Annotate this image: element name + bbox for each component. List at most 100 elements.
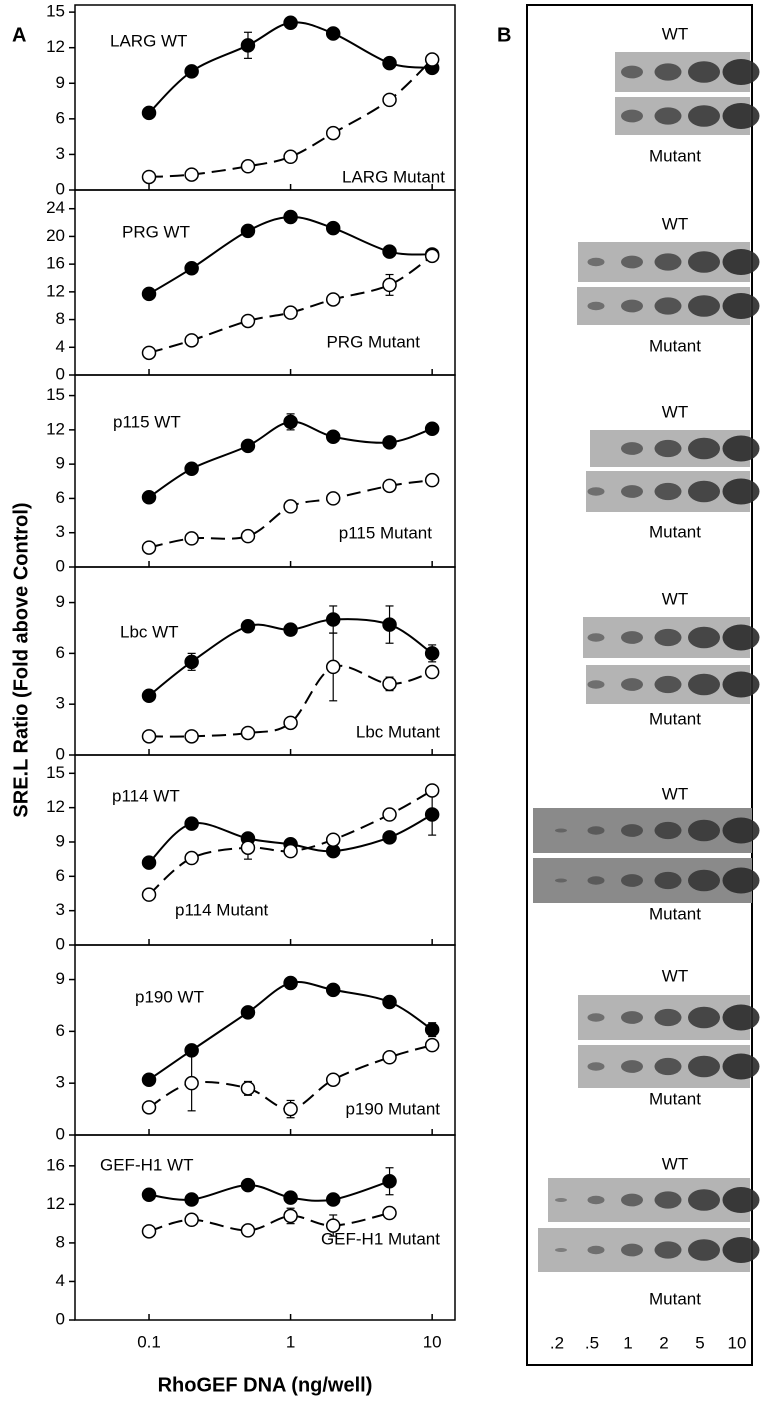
- data-point: [382, 617, 397, 632]
- series-label: Lbc Mutant: [356, 722, 440, 741]
- series-label: GEF-H1 Mutant: [321, 1229, 440, 1248]
- blot-label: WT: [662, 214, 688, 233]
- series-label: Lbc WT: [120, 622, 179, 641]
- series-label: p190 Mutant: [345, 1099, 440, 1118]
- blot-band: [654, 1057, 682, 1076]
- data-point: [424, 807, 440, 822]
- blot-band: [722, 671, 760, 698]
- blot-band: [654, 1241, 682, 1259]
- blot-band: [587, 301, 605, 311]
- series-label: GEF-H1 WT: [100, 1155, 194, 1174]
- data-point: [424, 1037, 440, 1053]
- data-point: [325, 125, 341, 141]
- data-point: [382, 92, 397, 108]
- blot-label: Mutant: [649, 1289, 701, 1308]
- blot-band: [688, 626, 720, 649]
- y-tick-label: 9: [56, 969, 65, 988]
- x-tick-label: 0.1: [137, 1332, 161, 1351]
- blot-band: [722, 103, 760, 129]
- data-point: [240, 619, 256, 634]
- blot-band: [688, 869, 720, 892]
- data-point: [424, 52, 440, 67]
- blot-band: [722, 1004, 760, 1031]
- plot-frame: [74, 1134, 456, 1321]
- blot-band: [654, 628, 682, 647]
- y-tick-label: 0: [56, 364, 65, 383]
- blot-band: [688, 819, 720, 842]
- data-point: [325, 26, 341, 41]
- data-point: [382, 1050, 397, 1065]
- y-tick-label: 0: [56, 179, 65, 198]
- y-tick-label: 20: [46, 226, 65, 245]
- x-axis-label: RhoGEF DNA (ng/well): [158, 1374, 373, 1396]
- data-point: [283, 209, 298, 225]
- series-label: p114 Mutant: [175, 900, 269, 919]
- blot-band: [688, 1189, 720, 1211]
- data-point: [141, 1100, 157, 1115]
- blot-band: [587, 826, 605, 835]
- blot-band: [587, 633, 605, 642]
- blot-band: [621, 1243, 643, 1257]
- blot-band: [621, 678, 643, 691]
- blot-band: [621, 824, 643, 837]
- blot-band: [654, 675, 682, 694]
- y-tick-label: 9: [56, 592, 65, 611]
- data-point: [184, 729, 199, 744]
- blot-band: [654, 439, 682, 458]
- y-tick-label: 8: [56, 1232, 65, 1251]
- data-point: [382, 807, 397, 822]
- y-tick-label: 3: [56, 1073, 65, 1092]
- y-tick-label: 0: [56, 1124, 65, 1143]
- blot-band: [722, 624, 760, 651]
- y-tick-label: 0: [56, 556, 65, 575]
- y-tick-label: 15: [46, 2, 65, 21]
- blot-band: [555, 828, 567, 833]
- blot-band: [621, 255, 643, 269]
- blot-band: [654, 871, 682, 890]
- data-point: [240, 38, 256, 53]
- blot-band: [722, 249, 760, 275]
- data-point: [283, 622, 298, 637]
- blot-band: [688, 1239, 720, 1261]
- data-point: [382, 277, 397, 293]
- y-axis-label: SRE.L Ratio (Fold above Control): [10, 502, 32, 817]
- y-tick-label: 9: [56, 831, 65, 850]
- series-label: LARG Mutant: [342, 167, 445, 186]
- data-point: [240, 528, 256, 544]
- data-point: [325, 491, 341, 506]
- data-point: [184, 1075, 199, 1091]
- blot-band: [688, 105, 720, 127]
- blot-band: [587, 1062, 605, 1071]
- y-tick-label: 12: [46, 1194, 65, 1213]
- lane-label: 5: [695, 1333, 704, 1352]
- blot-band: [722, 293, 760, 319]
- blot-band: [587, 1195, 605, 1205]
- data-point: [283, 975, 298, 991]
- data-point: [240, 725, 256, 741]
- blot-label: WT: [662, 589, 688, 608]
- blot-band: [621, 1193, 643, 1207]
- blot-label: WT: [662, 402, 688, 421]
- blot-band: [654, 107, 682, 125]
- data-point: [424, 421, 440, 436]
- series-label: p115 WT: [113, 412, 181, 431]
- lane-label: .2: [550, 1333, 564, 1352]
- data-point: [325, 832, 341, 847]
- data-point: [141, 540, 157, 555]
- blot-band: [621, 1011, 643, 1024]
- data-point: [382, 830, 397, 845]
- blot-band: [722, 478, 760, 505]
- data-point: [184, 654, 199, 670]
- y-tick-label: 12: [46, 281, 65, 300]
- y-tick-label: 15: [46, 385, 65, 404]
- blot-band: [654, 253, 682, 271]
- data-point: [283, 149, 298, 165]
- data-point: [184, 461, 199, 476]
- data-point: [141, 1224, 157, 1239]
- blot-band: [587, 876, 605, 885]
- blot-band: [722, 867, 760, 894]
- data-point: [141, 490, 157, 505]
- y-tick-label: 24: [46, 198, 65, 217]
- y-tick-label: 3: [56, 694, 65, 713]
- blot-band: [688, 251, 720, 273]
